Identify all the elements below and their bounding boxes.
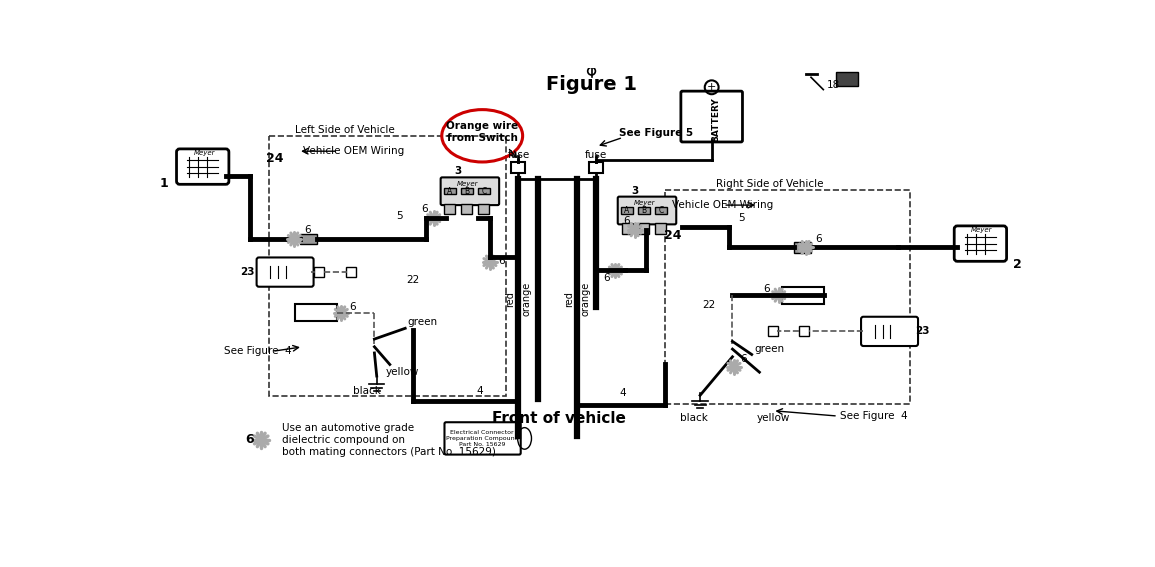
Text: +: +: [707, 82, 716, 92]
Text: B: B: [641, 206, 647, 215]
Bar: [639, 223, 649, 234]
Bar: [445, 204, 455, 214]
Bar: [295, 304, 337, 321]
Text: Use an automotive grade
dielectric compound on
both mating connectors (Part No. : Use an automotive grade dielectric compo…: [282, 424, 499, 456]
Text: 6: 6: [304, 225, 311, 235]
Text: 22: 22: [702, 300, 716, 310]
Bar: [346, 266, 356, 277]
Text: yellow: yellow: [758, 413, 790, 424]
Text: fuse: fuse: [507, 150, 529, 160]
Text: A: A: [447, 187, 453, 196]
Text: 6: 6: [603, 273, 610, 284]
Bar: [313, 266, 323, 277]
Text: 24: 24: [664, 230, 681, 243]
Text: See Figure  4: See Figure 4: [224, 346, 292, 357]
Text: Meyer: Meyer: [971, 227, 992, 232]
Text: black: black: [352, 387, 381, 396]
Bar: [655, 208, 666, 214]
Bar: [478, 188, 490, 194]
Text: Orange wire
from Switch: Orange wire from Switch: [446, 121, 519, 143]
Text: 23: 23: [240, 267, 254, 277]
FancyBboxPatch shape: [256, 257, 313, 287]
Text: 3: 3: [454, 166, 461, 176]
Text: Vehicle OEM Wiring: Vehicle OEM Wiring: [672, 200, 774, 210]
Text: 6: 6: [245, 433, 254, 446]
Text: 6: 6: [763, 284, 769, 294]
Bar: [589, 162, 603, 173]
Text: C: C: [482, 187, 486, 196]
Text: Left Side of Vehicle: Left Side of Vehicle: [295, 125, 395, 134]
Text: A: A: [625, 206, 629, 215]
FancyBboxPatch shape: [862, 317, 918, 346]
Bar: [799, 326, 810, 336]
Text: Figure 1: Figure 1: [546, 75, 638, 95]
Text: 5: 5: [396, 211, 403, 221]
Bar: [768, 326, 778, 336]
Text: Meyer: Meyer: [457, 180, 478, 187]
FancyBboxPatch shape: [680, 91, 743, 142]
Text: green: green: [408, 317, 438, 327]
Text: green: green: [754, 344, 784, 354]
Bar: [512, 162, 526, 173]
Text: Part No. 15629: Part No. 15629: [459, 442, 506, 447]
Bar: [782, 287, 824, 304]
Text: 2: 2: [1013, 258, 1022, 271]
Text: yellow: yellow: [386, 367, 419, 377]
Text: C: C: [658, 206, 663, 215]
Text: Front of vehicle: Front of vehicle: [492, 411, 626, 426]
Text: 23: 23: [916, 327, 930, 336]
Bar: [478, 204, 489, 214]
Text: 6: 6: [349, 302, 356, 312]
Bar: [638, 208, 650, 214]
Text: Right Side of Vehicle: Right Side of Vehicle: [715, 179, 824, 189]
Text: B: B: [464, 187, 469, 196]
Text: 6: 6: [815, 234, 822, 244]
Text: 6: 6: [623, 215, 629, 226]
FancyBboxPatch shape: [440, 177, 499, 205]
Text: 24: 24: [266, 153, 283, 166]
Bar: [836, 72, 858, 86]
Text: See Figure  4: See Figure 4: [840, 411, 908, 421]
Bar: [461, 188, 474, 194]
Bar: [444, 188, 456, 194]
FancyBboxPatch shape: [618, 197, 676, 225]
Text: See Figure 5: See Figure 5: [619, 129, 693, 138]
Bar: [664, 190, 909, 404]
Text: Preparation Compound: Preparation Compound: [446, 436, 519, 441]
Text: 6: 6: [422, 204, 427, 214]
Text: 18: 18: [826, 80, 840, 90]
Text: 4: 4: [477, 387, 483, 396]
Text: 1: 1: [159, 177, 169, 190]
Text: BATTERY: BATTERY: [711, 98, 720, 142]
Text: Vehicle OEM Wiring: Vehicle OEM Wiring: [303, 146, 404, 156]
Text: black: black: [680, 413, 708, 424]
Bar: [655, 223, 666, 234]
Bar: [269, 136, 506, 396]
FancyBboxPatch shape: [954, 226, 1006, 261]
Bar: [461, 204, 472, 214]
Text: orange: orange: [580, 282, 590, 316]
Bar: [621, 208, 633, 214]
Bar: [795, 242, 811, 253]
Text: 6: 6: [498, 256, 505, 265]
Text: orange: orange: [521, 282, 531, 316]
Text: 5: 5: [738, 213, 745, 223]
Text: red: red: [506, 291, 515, 307]
Text: red: red: [564, 291, 574, 307]
Bar: [299, 234, 316, 244]
Text: Electrical Connector: Electrical Connector: [450, 430, 514, 435]
FancyBboxPatch shape: [177, 149, 229, 184]
FancyBboxPatch shape: [445, 422, 521, 455]
Bar: [621, 223, 633, 234]
Text: Meyer: Meyer: [194, 150, 215, 156]
Text: 4: 4: [619, 388, 626, 398]
Text: Meyer: Meyer: [634, 200, 655, 206]
Text: 22: 22: [407, 275, 419, 285]
Text: fuse: fuse: [586, 150, 608, 160]
Text: 3: 3: [631, 185, 639, 196]
Text: 6: 6: [740, 354, 747, 364]
